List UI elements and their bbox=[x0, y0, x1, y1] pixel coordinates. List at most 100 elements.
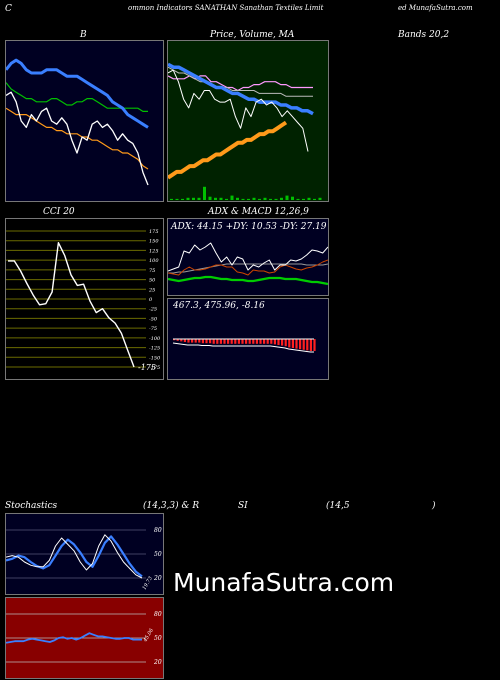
adx-chart bbox=[168, 242, 328, 286]
cci-tick-label: 0 bbox=[149, 297, 153, 303]
macd-histogram-bar bbox=[205, 339, 208, 344]
macd-histogram-bar bbox=[176, 339, 179, 341]
macd-histogram-bar bbox=[259, 339, 262, 344]
macd-histogram-bar bbox=[173, 339, 176, 341]
macd-histogram-bar bbox=[230, 339, 233, 344]
title-stoch: Stochastics bbox=[5, 501, 58, 511]
cci-tick-label: 125 bbox=[149, 248, 159, 254]
header-site: ed MunafaSutra.com bbox=[398, 4, 473, 12]
stoch-panel: 80 50 20 19.73 bbox=[5, 513, 164, 595]
volume-bar bbox=[280, 197, 283, 200]
macd-histogram-bar bbox=[306, 339, 309, 351]
volume-bar bbox=[263, 197, 267, 200]
stoch-tick-label: 20 bbox=[153, 575, 162, 582]
title-stoch-params: (14,3,3) & R bbox=[143, 501, 200, 511]
macd-histogram-bar bbox=[270, 339, 273, 344]
macd-histogram-bar bbox=[302, 339, 305, 350]
volume-bar bbox=[291, 196, 294, 200]
header-c: C bbox=[5, 4, 12, 14]
volume-bar bbox=[225, 198, 228, 200]
macd-histogram-bar bbox=[281, 339, 284, 346]
volume-bar bbox=[170, 198, 173, 200]
volume-bar bbox=[318, 197, 322, 200]
volume-bar bbox=[296, 198, 300, 200]
macd-histogram-bar bbox=[194, 339, 197, 343]
volume-bar bbox=[219, 197, 223, 200]
bollinger-chart bbox=[6, 58, 149, 186]
macd-histogram-bar bbox=[263, 339, 266, 344]
macd-histogram-bar bbox=[266, 339, 269, 344]
macd-histogram-bar bbox=[209, 339, 212, 344]
macd-panel: 467.3, 475.96, -8.16 bbox=[167, 298, 329, 380]
title-bands: Bands 20,2 bbox=[398, 30, 450, 40]
rsi-panel: 80 50 20 45.06 bbox=[5, 597, 164, 679]
volume-bar bbox=[302, 198, 305, 200]
cci-tick-label: -75 bbox=[149, 326, 157, 332]
bollinger-panel bbox=[5, 40, 164, 202]
rsi-tick-label: 80 bbox=[154, 611, 162, 618]
macd-histogram-bar bbox=[299, 339, 302, 350]
macd-histogram-bar bbox=[291, 339, 294, 348]
stoch-d-line bbox=[6, 535, 143, 578]
minus-di-line bbox=[168, 259, 328, 276]
bb-lower-line bbox=[6, 107, 149, 170]
price-line bbox=[168, 69, 309, 152]
title-rsi-close: ) bbox=[432, 501, 436, 511]
volume-bar bbox=[241, 198, 245, 200]
cci-tick-label: -50 bbox=[149, 316, 158, 322]
title-cci: CCI 20 bbox=[43, 207, 75, 217]
macd-readout: 467.3, 475.96, -8.16 bbox=[173, 301, 265, 311]
macd-histogram-bar bbox=[227, 339, 230, 344]
watermark: MunafaSutra.com bbox=[173, 568, 395, 597]
macd-histogram-bar bbox=[277, 339, 280, 345]
macd-histogram-bar bbox=[223, 339, 226, 344]
macd-histogram-bar bbox=[255, 339, 258, 344]
volume-bar bbox=[258, 198, 261, 200]
rsi-tick-label: 20 bbox=[153, 659, 162, 666]
macd-histogram-bar bbox=[201, 339, 204, 344]
title-rsi: SI bbox=[238, 501, 248, 511]
macd-histogram-bar bbox=[295, 339, 298, 349]
macd-histogram-bar bbox=[187, 339, 190, 343]
volume-bar bbox=[181, 198, 184, 200]
cci-tick-label: 25 bbox=[148, 287, 155, 293]
ma-pink-line bbox=[168, 75, 313, 92]
volume-bar bbox=[230, 195, 234, 200]
volume-bar bbox=[285, 195, 289, 200]
volume-bar bbox=[274, 198, 278, 200]
macd-histogram-bar bbox=[191, 339, 194, 343]
macd-line bbox=[172, 342, 314, 353]
macd-histogram-bar bbox=[180, 339, 183, 342]
volume-bar bbox=[186, 197, 190, 200]
cci-chart: 175 150 125 100 75 50 25 0 -25 -50 -75 -100 -125 -150… bbox=[6, 229, 161, 372]
adx-green-line bbox=[168, 275, 328, 286]
cci-tick-label: -175 bbox=[149, 365, 160, 371]
cci-line bbox=[8, 242, 135, 368]
macd-chart bbox=[172, 338, 316, 353]
title-price: Price, Volume, MA bbox=[210, 30, 295, 40]
volume-bar bbox=[214, 197, 217, 200]
volume-bar bbox=[203, 186, 206, 200]
title-b: B bbox=[80, 30, 87, 40]
macd-histogram-bar bbox=[252, 339, 255, 344]
volume-bar bbox=[236, 197, 239, 200]
rsi-tick-label: 50 bbox=[154, 635, 162, 642]
macd-histogram-bar bbox=[237, 339, 240, 344]
stoch-tick-label: 80 bbox=[154, 527, 162, 534]
cci-tick-label: 150 bbox=[149, 239, 159, 245]
cci-tick-label: 75 bbox=[149, 268, 155, 274]
volume-bar bbox=[197, 197, 201, 200]
adx-panel: ADX: 44.15 +DY: 10.53 -DY: 27.19 bbox=[167, 218, 329, 296]
volume-bar bbox=[247, 198, 250, 200]
cci-value-label: -175 bbox=[138, 363, 156, 372]
macd-histogram-bar bbox=[288, 339, 291, 348]
macd-histogram-bar bbox=[219, 339, 222, 344]
macd-histogram-bar bbox=[309, 339, 312, 351]
price-chart bbox=[168, 62, 322, 200]
volume-bar bbox=[208, 196, 212, 200]
macd-histogram-bar bbox=[234, 339, 237, 344]
macd-histogram-bar bbox=[183, 339, 186, 342]
cci-tick-label: -125 bbox=[149, 346, 160, 352]
